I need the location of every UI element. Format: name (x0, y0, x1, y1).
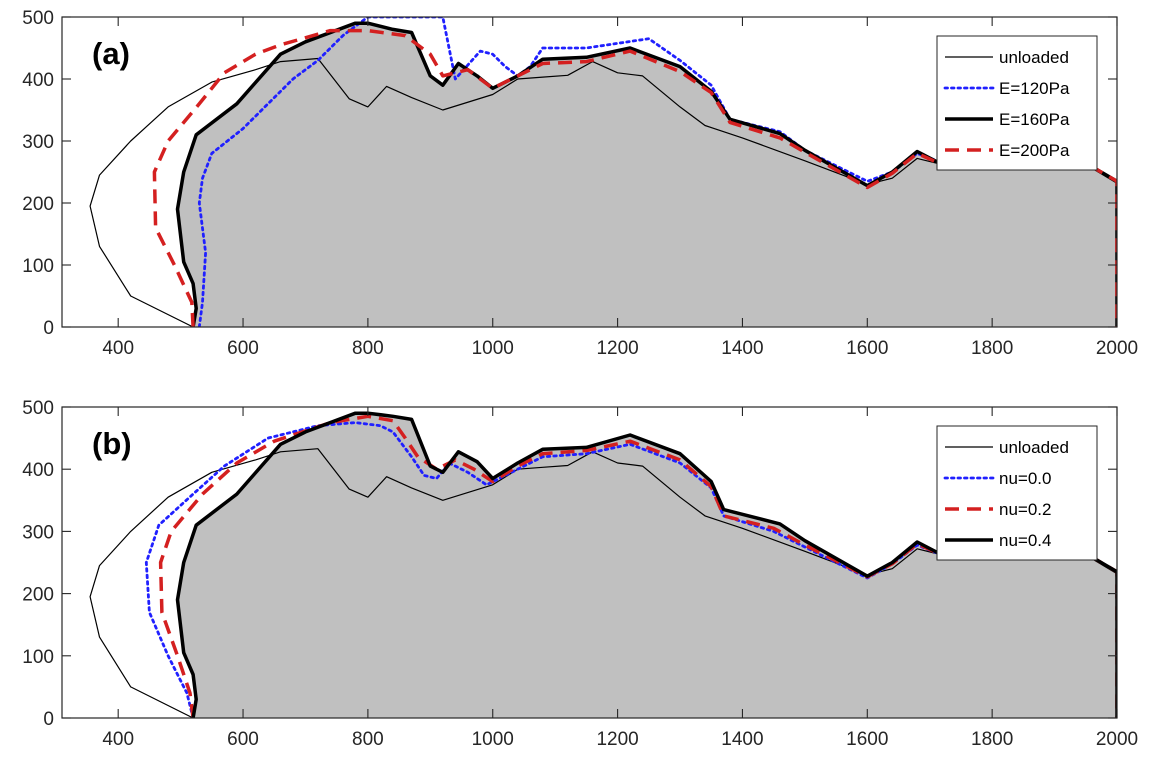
panel-b-series-unloaded (89, 448, 1117, 718)
panel-b-legend: unloaded nu=0.0 nu=0.2 nu=0.4 (936, 425, 1098, 561)
panel-a-y-tick-label: 0 (43, 318, 54, 339)
panel-a-x-tick-label: 1600 (846, 338, 888, 359)
panel-b-legend-entry: unloaded (999, 438, 1069, 457)
panel-a-legend-box (936, 35, 1098, 171)
panel-b-legend-entry: nu=0.0 (999, 469, 1051, 488)
panel-b-legend-entry: nu=0.4 (999, 531, 1051, 550)
panel-a-x-tick-label: 1200 (596, 338, 638, 359)
panel-b-legend-box (936, 425, 1098, 561)
panel-a-x-tick-label: 1400 (721, 338, 763, 359)
panel-b-y-tick-label: 0 (43, 709, 54, 730)
panel-b-y-tick-label: 100 (22, 647, 54, 668)
panel-a-x-tick-label: 2000 (1096, 338, 1138, 359)
panel-a-y-tick-label: 400 (22, 70, 54, 91)
panel-a-y-tick-label: 300 (22, 132, 54, 153)
panel-a-series-e-160pa (175, 21, 1117, 327)
panel-b-x-tick-label: 1800 (971, 729, 1013, 750)
panel-a-x-tick-label: 1000 (472, 338, 514, 359)
panel-a-y-tick-label: 100 (22, 256, 54, 277)
panel-b-x-tick-label: 800 (352, 729, 384, 750)
panel-b: 400 600 800 1000 1200 1400 1600 1800 2000 0 100 200… (22, 398, 1138, 750)
panel-b-x-tick-label: 600 (227, 729, 259, 750)
panel-b-x-tick-label: 2000 (1096, 729, 1138, 750)
panel-a-x-tick-label: 400 (102, 338, 134, 359)
panel-b-legend-entry: nu=0.2 (999, 500, 1051, 519)
panel-b-x-tick-label: 1600 (846, 729, 888, 750)
panel-b-series-nu-0-0 (144, 421, 1117, 718)
panel-b-x-tick-label: 1000 (472, 729, 514, 750)
panel-a-legend-entry: E=120Pa (999, 79, 1070, 98)
panel-a-x-tick-label: 1800 (971, 338, 1013, 359)
panel-a-label: (a) (92, 36, 130, 71)
panel-a-series-e-200pa (152, 28, 1117, 327)
panel-b-series-nu-0-4 (175, 411, 1117, 718)
panel-b-plot-area (89, 411, 1117, 718)
panel-b-y-tick-label: 200 (22, 585, 54, 606)
panel-a-legend-entry: unloaded (999, 48, 1069, 67)
panel-b-axes-box (61, 406, 1118, 719)
panel-a-y-tick-label: 200 (22, 194, 54, 215)
panel-a-y-tick-label: 500 (22, 8, 54, 29)
panel-a-legend-entry: E=160Pa (999, 110, 1070, 129)
panel-a-deformed-shape-fill (177, 23, 1117, 327)
panel-b-x-tick-label: 400 (102, 729, 134, 750)
panel-a-x-tick-label: 800 (352, 338, 384, 359)
panel-a-legend: unloaded E=120Pa E=160Pa E=200Pa (936, 35, 1098, 171)
panel-a-legend-entry: E=200Pa (999, 141, 1070, 160)
panel-b-deformed-shape-fill (177, 413, 1117, 718)
panel-b-x-tick-label: 1400 (721, 729, 763, 750)
panel-b-y-tick-label: 300 (22, 522, 54, 543)
panel-a-series-unloaded (89, 57, 1117, 327)
panel-b-y-tick-label: 500 (22, 398, 54, 419)
panel-a-x-tick-label: 600 (227, 338, 259, 359)
panel-b-x-tick-label: 1200 (596, 729, 638, 750)
panel-a-axes-box (61, 16, 1118, 328)
panel-a: 400 600 800 1000 1200 1400 1600 1800 2000 0 100 200… (22, 8, 1138, 359)
panel-b-y-tick-label: 400 (22, 460, 54, 481)
panel-b-label: (b) (92, 426, 132, 461)
panel-a-plot-area (89, 17, 1117, 327)
